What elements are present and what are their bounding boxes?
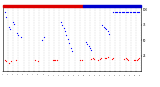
Point [123, 58, 126, 60]
Point [61, 24, 64, 25]
Point [127, 59, 130, 60]
Point [80, 59, 83, 61]
Point [71, 51, 73, 52]
Point [13, 23, 16, 25]
Point [56, 59, 58, 61]
Point [65, 35, 68, 36]
Point [134, 59, 137, 61]
Point [131, 12, 134, 13]
Point [3, 59, 6, 61]
Point [90, 58, 92, 60]
Point [3, 11, 6, 12]
Point [104, 27, 106, 29]
Point [10, 61, 13, 62]
Point [108, 33, 110, 35]
Point [93, 58, 95, 60]
Point [119, 12, 121, 13]
Point [67, 38, 69, 40]
Point [16, 32, 18, 33]
Point [101, 24, 104, 25]
Point [135, 12, 138, 13]
Point [107, 56, 109, 58]
Point [90, 49, 92, 50]
Point [137, 58, 139, 60]
Point [5, 61, 7, 62]
Point [126, 58, 128, 60]
Bar [83, 5, 141, 7]
Point [43, 36, 46, 38]
Point [127, 12, 130, 13]
Point [20, 36, 22, 38]
Point [128, 12, 131, 13]
Point [97, 59, 99, 60]
Point [112, 58, 115, 59]
Point [117, 12, 120, 13]
Point [64, 30, 66, 32]
Point [100, 58, 102, 59]
Point [123, 12, 126, 13]
Point [115, 12, 117, 13]
Point [79, 59, 82, 61]
Point [122, 12, 124, 13]
Point [53, 59, 55, 60]
Point [112, 12, 115, 13]
Point [116, 12, 119, 13]
Point [105, 57, 108, 58]
Point [14, 59, 17, 61]
Point [124, 58, 127, 59]
Point [138, 12, 141, 13]
Point [138, 58, 141, 59]
Bar [3, 5, 83, 7]
Point [135, 59, 138, 60]
Point [68, 43, 71, 44]
Point [9, 28, 11, 30]
Point [113, 12, 116, 13]
Point [120, 12, 123, 13]
Point [69, 47, 72, 48]
Point [130, 12, 132, 13]
Point [40, 40, 43, 41]
Point [89, 47, 91, 48]
Point [102, 26, 105, 27]
Point [86, 43, 88, 45]
Point [124, 12, 127, 13]
Point [111, 58, 113, 60]
Point [17, 35, 20, 36]
Point [91, 58, 94, 59]
Point [126, 12, 128, 13]
Point [137, 12, 139, 13]
Point [52, 59, 54, 61]
Point [98, 58, 101, 60]
Point [104, 57, 106, 58]
Point [60, 21, 62, 22]
Point [87, 45, 90, 47]
Point [134, 12, 137, 13]
Point [62, 27, 65, 29]
Point [54, 59, 57, 60]
Point [105, 28, 108, 30]
Point [34, 59, 36, 61]
Point [7, 26, 10, 27]
Point [84, 41, 87, 42]
Point [7, 62, 10, 63]
Point [133, 59, 135, 61]
Point [12, 21, 14, 22]
Point [36, 61, 39, 62]
Point [133, 12, 135, 13]
Point [107, 30, 109, 32]
Point [5, 16, 7, 17]
